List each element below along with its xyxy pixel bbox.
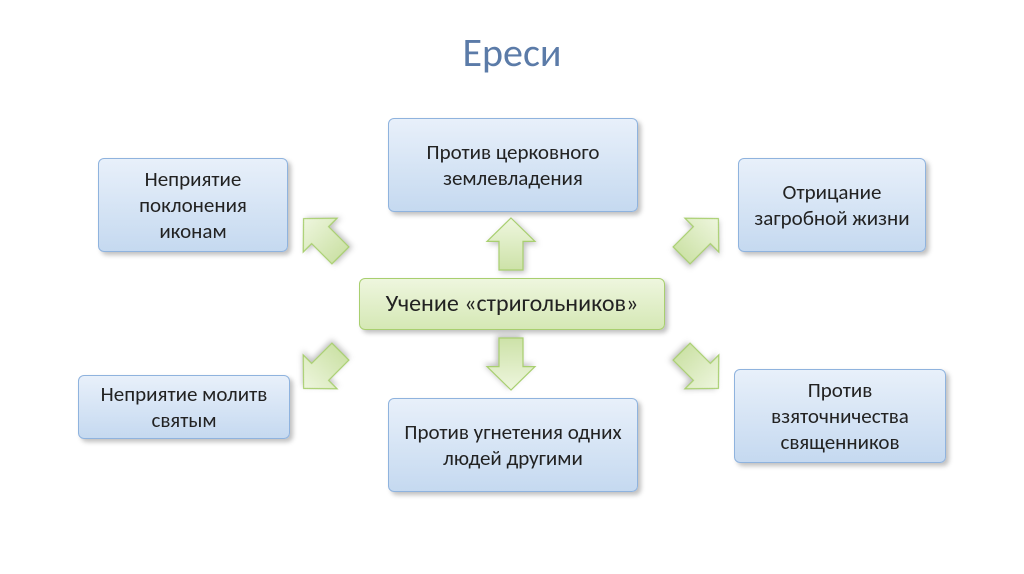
arrow-downleft [280, 328, 365, 413]
arrow-up [481, 214, 541, 274]
box-bottom: Против угнетения одних людей другими [388, 398, 638, 492]
page-title: Ереси [0, 28, 1024, 77]
box-tl: Неприятие поклонения иконам [98, 158, 288, 252]
box-top: Против церковного землевладения [388, 118, 638, 212]
arrow-upleft [280, 195, 365, 280]
arrow-downright [658, 328, 743, 413]
arrow-upright [658, 195, 743, 280]
arrow-down [481, 334, 541, 394]
box-tr: Отрицание загробной жизни [738, 158, 926, 252]
box-br: Против взяточничества священников [734, 369, 946, 463]
box-bl: Неприятие молитв святым [78, 375, 290, 439]
center-box: Учение «стригольников» [359, 278, 665, 330]
